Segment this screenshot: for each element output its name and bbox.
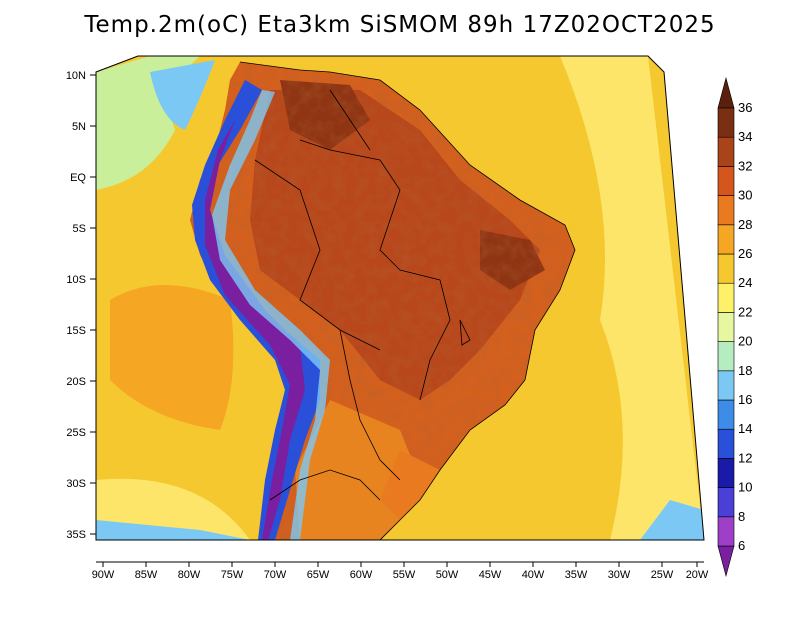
lat-axis: 10N 5N EQ 5S 10S 15S 20S 25S 30S 35S [66,70,96,541]
lon-label: 50W [436,569,459,581]
colorbar-label: 10 [738,480,752,495]
colorbar-swatch [717,253,735,284]
lat-tick: 5S [73,223,96,235]
colorbar-label: 22 [738,304,752,319]
lon-tick: 45W [479,562,502,581]
lat-tick: 15S [66,325,96,337]
colorbar-arrow-low [717,545,735,578]
lon-label: 30W [608,569,631,581]
lat-label: 5S [73,223,86,235]
colorbar-label: 20 [738,334,752,349]
lon-label: 25W [651,569,674,581]
lon-tick: 25W [651,562,674,581]
lat-tick: 25S [66,427,96,439]
colorbar-label: 26 [738,246,752,261]
colorbar-label: 36 [738,100,752,115]
colorbar-swatch [717,195,735,226]
colorbar-label: 28 [738,217,752,232]
ocean-south-blue [96,520,250,540]
lat-label: 25S [66,427,86,439]
land-south-east [380,450,440,520]
ocean-pacific-light [150,60,215,130]
colorbar-swatch [717,487,735,518]
lon-tick: 85W [135,562,158,581]
lat-label: 10N [66,70,86,82]
colorbar-label: 12 [738,450,752,465]
lat-tick: 10S [66,274,96,286]
colorbar-swatch [717,166,735,196]
lon-tick: 70W [264,562,287,581]
map-title: Temp.2m(oC) Eta3km SiSMOM 89h 17Z02OCT20… [84,12,716,38]
colorbar: 6 8 10 12 14 16 18 20 22 24 26 28 30 32 34 36 [717,76,752,578]
lon-tick: 80W [178,562,201,581]
lat-label: 35S [66,529,86,541]
lat-label: 10S [66,274,86,286]
lat-tick: 10N [66,70,96,82]
colorbar-swatch [717,282,735,313]
lat-label: EQ [70,172,86,184]
ocean-warm-pacific [110,285,234,430]
lon-tick: 35W [565,562,588,581]
colorbar-swatch [717,107,735,138]
colorbar-swatch [717,428,735,459]
lon-tick: 40W [522,562,545,581]
lon-label: 40W [522,569,545,581]
lon-label: 35W [565,569,588,581]
country-borders [239,61,576,541]
lon-tick: 90W [92,562,115,581]
ocean-south-east-blue [640,500,704,540]
lon-label: 55W [393,569,416,581]
colorbar-swatch [717,516,735,547]
lon-tick: 20W [686,562,709,581]
map-field [96,56,704,540]
lon-axis: 90W 85W 80W 75W 70W 65W 60W 55W 50W 45W … [92,561,709,581]
colorbar-swatch [717,136,735,167]
lat-label: 5N [72,121,86,133]
lon-label: 45W [479,569,502,581]
lon-tick: 60W [350,562,373,581]
lat-label: 20S [66,376,86,388]
lat-label: 30S [66,478,86,490]
map-frame [95,55,705,541]
colorbar-swatch [717,370,735,401]
lon-label: 90W [92,569,115,581]
colorbar-label: 18 [738,363,752,378]
lon-label: 20W [686,569,709,581]
lon-label: 75W [221,569,244,581]
lat-tick: 35S [66,529,96,541]
colorbar-swatch [717,458,735,488]
colorbar-swatch [717,224,735,255]
colorbar-label: 30 [738,188,752,203]
lat-tick: 5N [72,121,96,133]
colorbar-label: 6 [738,538,745,553]
colorbar-swatch [717,341,735,372]
lon-tick: 65W [307,562,330,581]
colorbar-label: 16 [738,392,752,407]
lon-tick: 55W [393,562,416,581]
lat-tick: 30S [66,478,96,490]
lat-tick: EQ [70,172,96,184]
colorbar-swatch [717,312,735,342]
colorbar-label: 14 [738,421,752,436]
lon-tick: 30W [608,562,631,581]
ocean-cool-east [560,56,704,540]
lon-label: 60W [350,569,373,581]
andes-edge [212,90,330,540]
lon-label: 80W [178,569,201,581]
lon-tick: 75W [221,562,244,581]
lon-label: 65W [307,569,330,581]
lon-label: 70W [264,569,287,581]
lon-label: 85W [135,569,158,581]
lon-tick: 50W [436,562,459,581]
lat-tick: 20S [66,376,96,388]
colorbar-label: 24 [738,275,752,290]
lat-label: 15S [66,325,86,337]
colorbar-swatch [717,399,735,430]
colorbar-label: 32 [738,158,752,173]
colorbar-label: 8 [738,509,745,524]
colorbar-arrow-high [717,76,735,109]
colorbar-label: 34 [738,129,752,144]
